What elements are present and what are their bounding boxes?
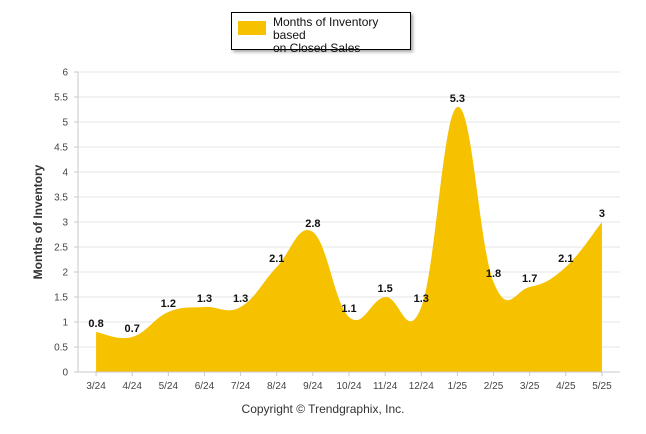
- y-tick-label: 1: [62, 318, 68, 329]
- x-tick-label: 9/24: [303, 381, 323, 392]
- x-tick-label: 3/24: [86, 381, 106, 392]
- x-tick-label: 12/24: [409, 381, 434, 392]
- x-tick-label: 5/25: [592, 381, 612, 392]
- x-tick-label: 4/24: [122, 381, 142, 392]
- y-tick-label: 5.5: [54, 93, 68, 104]
- inventory-area-series: [96, 106, 602, 372]
- data-label: 1.3: [233, 293, 248, 305]
- data-label: 5.3: [450, 93, 465, 105]
- data-label: 0.8: [88, 318, 103, 330]
- chart-legend: Months of Inventory based on Closed Sale…: [231, 12, 411, 55]
- x-tick-label: 3/25: [520, 381, 540, 392]
- y-tick-label: 1.5: [54, 293, 68, 304]
- y-axis-title: Months of Inventory: [31, 164, 45, 279]
- data-label: 1.7: [522, 273, 537, 285]
- data-label: 1.8: [486, 268, 501, 280]
- data-label: 3: [599, 208, 605, 220]
- x-tick-label: 8/24: [267, 381, 287, 392]
- y-tick-label: 6: [62, 68, 68, 79]
- data-label: 1.3: [414, 293, 429, 305]
- y-tick-label: 3: [62, 218, 68, 229]
- legend-label: Months of Inventory based on Closed Sale…: [273, 15, 379, 55]
- x-tick-label: 5/24: [159, 381, 179, 392]
- data-label: 0.7: [125, 323, 140, 335]
- x-tick-label: 1/25: [448, 381, 468, 392]
- data-label: 1.5: [377, 283, 392, 295]
- data-label: 1.3: [197, 293, 212, 305]
- x-tick-label: 11/24: [373, 381, 398, 392]
- y-tick-label: 2.5: [54, 243, 68, 254]
- x-tick-label: 2/25: [484, 381, 504, 392]
- copyright-text: Copyright © Trendgraphix, Inc.: [241, 402, 405, 416]
- data-label: 2.1: [269, 253, 284, 265]
- data-label: 2.1: [558, 253, 573, 265]
- y-tick-label: 4.5: [54, 143, 68, 154]
- y-tick-label: 0.5: [54, 343, 68, 354]
- y-tick-label: 0: [62, 368, 68, 379]
- data-label: 1.2: [161, 298, 176, 310]
- x-tick-label: 10/24: [336, 381, 361, 392]
- data-label: 1.1: [341, 303, 356, 315]
- y-tick-label: 3.5: [54, 193, 68, 204]
- y-tick-label: 4: [62, 168, 68, 179]
- x-tick-label: 4/25: [556, 381, 576, 392]
- x-tick-label: 6/24: [195, 381, 215, 392]
- y-tick-label: 5: [62, 118, 68, 129]
- x-tick-label: 7/24: [231, 381, 251, 392]
- legend-swatch: [238, 21, 266, 35]
- y-tick-label: 2: [62, 268, 68, 279]
- data-label: 2.8: [305, 218, 320, 230]
